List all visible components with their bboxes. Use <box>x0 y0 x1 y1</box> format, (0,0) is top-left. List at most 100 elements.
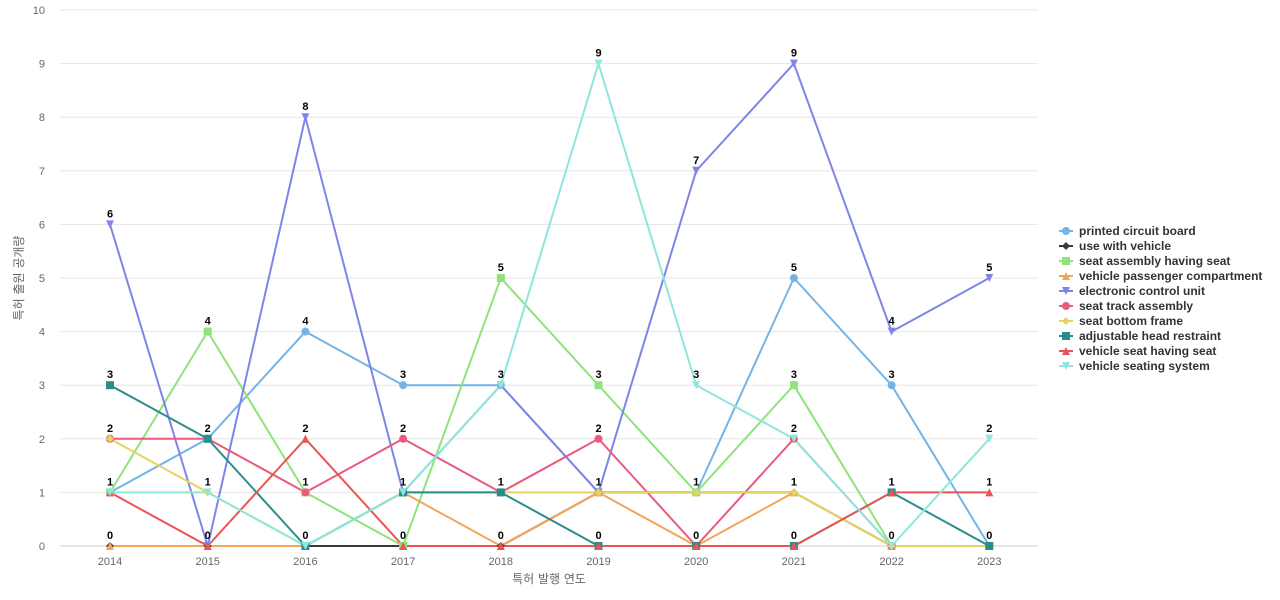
data-point-2-7[interactable] <box>789 381 798 390</box>
data-labels: 6 3 2 1 0 4 2 1 0 8 4 2 1 0 3 2 1 0 5 3 1 0 9 3 2 1 0 7 3 1 0 9 5 3 2 1 0 4 3 1… <box>107 48 992 542</box>
data-point-9-9[interactable] <box>985 434 994 443</box>
legend-item[interactable]: seat bottom frame <box>1059 314 1183 328</box>
legend-item[interactable]: seat assembly having seat <box>1059 254 1230 268</box>
legend-marker <box>1062 332 1070 340</box>
data-label: 1 <box>693 476 699 488</box>
legend-item[interactable]: electronic control unit <box>1059 284 1205 298</box>
x-tick-label: 2016 <box>293 556 317 568</box>
data-point-0-2[interactable] <box>301 327 310 336</box>
legend-marker <box>1062 362 1070 370</box>
data-point-9-5[interactable] <box>594 59 603 68</box>
data-point-6-0[interactable] <box>106 434 114 443</box>
data-point-8-2[interactable] <box>301 434 310 443</box>
data-point-9-8[interactable] <box>887 542 896 550</box>
x-axis-ticks: 2014 2015 2016 2017 2018 2019 2020 2021 2022 2023 <box>98 556 1002 568</box>
data-point-8-7[interactable] <box>789 542 798 550</box>
data-label: 2 <box>986 423 992 435</box>
data-point-7-4[interactable] <box>496 488 505 497</box>
data-point-9-6[interactable] <box>692 381 701 390</box>
x-tick-label: 2017 <box>391 556 415 568</box>
legend-item[interactable]: printed circuit board <box>1059 224 1196 238</box>
y-tick-label: 8 <box>39 112 45 124</box>
series-lines <box>109 62 991 547</box>
legend-label: vehicle seating system <box>1079 359 1210 373</box>
data-point-4-9[interactable] <box>985 274 994 282</box>
data-label: 6 <box>107 208 113 220</box>
data-point-8-3[interactable] <box>399 542 408 550</box>
legend-item[interactable]: adjustable head restraint <box>1059 329 1221 343</box>
data-label: 0 <box>302 530 308 542</box>
legend-item[interactable]: seat track assembly <box>1059 299 1193 313</box>
data-point-5-5[interactable] <box>594 434 603 443</box>
data-label: 3 <box>595 369 601 381</box>
data-point-8-5[interactable] <box>594 542 603 550</box>
data-point-5-3[interactable] <box>399 434 408 443</box>
y-tick-label: 9 <box>39 59 45 71</box>
data-point-8-1[interactable] <box>203 542 212 550</box>
series-line-8[interactable] <box>109 437 990 547</box>
data-label: 1 <box>791 476 797 488</box>
data-label: 0 <box>791 530 797 542</box>
data-point-4-6[interactable] <box>692 166 701 175</box>
data-point-2-4[interactable] <box>496 274 505 282</box>
data-point-6-5[interactable] <box>594 488 603 497</box>
data-label: 3 <box>693 369 699 381</box>
data-point-4-2[interactable] <box>301 113 310 122</box>
data-label: 1 <box>400 476 406 488</box>
series-line-2[interactable] <box>109 277 990 547</box>
x-tick-label: 2021 <box>782 556 806 568</box>
legend-marker <box>1062 242 1070 250</box>
y-axis-title: 특허 출원 공개량 <box>12 236 26 321</box>
legend-marker <box>1062 257 1070 265</box>
y-tick-label: 5 <box>39 273 45 285</box>
data-label: 0 <box>889 530 895 542</box>
data-point-4-8[interactable] <box>887 327 896 336</box>
data-point-9-3[interactable] <box>399 488 408 497</box>
data-point-3-0[interactable] <box>106 542 114 550</box>
data-label: 0 <box>595 530 601 542</box>
data-point-9-1[interactable] <box>203 488 212 497</box>
data-point-4-7[interactable] <box>789 59 798 68</box>
data-point-2-1[interactable] <box>203 327 212 336</box>
data-point-5-2[interactable] <box>301 488 310 497</box>
data-label: 1 <box>498 476 504 488</box>
legend-item[interactable]: vehicle passenger compartment <box>1059 269 1262 283</box>
data-point-8-9[interactable] <box>985 488 994 497</box>
y-tick-label: 6 <box>39 219 45 231</box>
series-line-4[interactable] <box>109 62 990 547</box>
data-point-8-4[interactable] <box>496 542 505 550</box>
data-point-9-7[interactable] <box>789 434 798 443</box>
series-markers <box>106 59 994 550</box>
data-label: 9 <box>595 48 601 60</box>
data-point-7-0[interactable] <box>106 381 114 390</box>
data-point-8-8[interactable] <box>887 488 896 497</box>
data-point-7-9[interactable] <box>985 542 994 550</box>
legend-item[interactable]: vehicle seating system <box>1059 359 1210 373</box>
data-label: 3 <box>889 369 895 381</box>
x-tick-label: 2023 <box>977 556 1001 568</box>
data-label: 1 <box>205 476 211 488</box>
data-point-7-1[interactable] <box>203 434 212 443</box>
legend-marker <box>1062 272 1070 280</box>
data-label: 0 <box>693 530 699 542</box>
data-point-6-6[interactable] <box>692 488 701 497</box>
data-point-0-8[interactable] <box>887 381 896 390</box>
data-point-9-4[interactable] <box>496 381 505 390</box>
legend-item[interactable]: vehicle seat having seat <box>1059 344 1216 358</box>
series-line-0[interactable] <box>109 277 991 547</box>
data-point-0-3[interactable] <box>399 381 408 390</box>
data-point-4-0[interactable] <box>106 220 114 229</box>
data-label: 2 <box>205 423 211 435</box>
data-point-6-7[interactable] <box>789 488 798 497</box>
data-point-9-0[interactable] <box>106 488 114 497</box>
series-line-9[interactable] <box>110 62 991 547</box>
legend-item[interactable]: use with vehicle <box>1059 239 1171 253</box>
data-point-0-7[interactable] <box>789 274 798 282</box>
legend-marker <box>1062 287 1070 295</box>
data-point-8-6[interactable] <box>692 542 701 550</box>
data-point-9-2[interactable] <box>301 542 310 550</box>
data-point-2-5[interactable] <box>594 381 603 390</box>
y-tick-label: 10 <box>33 5 45 17</box>
data-label: 3 <box>107 369 113 381</box>
